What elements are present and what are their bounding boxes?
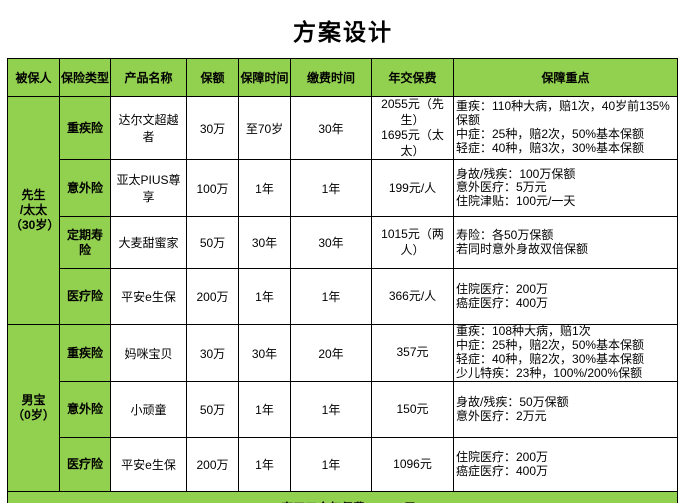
coverage-term-cell: 30年 <box>238 324 291 382</box>
coverage-highlights-cell: 重疾：108种大病，赔1次 中症：25种，赔2次，50%基本保额 轻症：40种，… <box>453 324 678 382</box>
annual-premium-cell: 1015元（两人） <box>371 216 454 270</box>
product-name-cell: 小顽童 <box>110 381 187 438</box>
coverage-term-cell: 30年 <box>238 216 291 270</box>
insurance-type-cell: 医疗险 <box>59 268 111 326</box>
insured-group-cell: 先生 /太太 （30岁） <box>7 95 60 326</box>
table-row: 定期寿险 大麦甜蜜家 50万 30年 30年 1015元（两人） 寿险：各50万… <box>8 216 678 270</box>
table-row: 先生 /太太 （30岁） 重疾险 达尔文超越者 30万 至70岁 30年 205… <box>7 95 678 326</box>
table-row: 意外险 小顽童 50万 1年 1年 150元 身故/残疾：50万保额 意外医疗：… <box>8 381 678 438</box>
total-premium-cell: 一家三口全年保费：7498元 <box>7 491 678 503</box>
coverage-term-cell: 1年 <box>238 268 291 326</box>
annual-premium-cell: 357元 <box>371 324 454 382</box>
insurance-type-cell: 医疗险 <box>59 437 111 492</box>
coverage-highlights-cell: 住院医疗：200万 癌症医疗：400万 <box>453 268 678 326</box>
coverage-amount-cell: 200万 <box>186 268 239 326</box>
table-header-row: 被保人 保险类型 产品名称 保额 保障时间 缴费时间 年交保费 保障重点 <box>7 58 678 97</box>
header-insured: 被保人 <box>7 58 60 97</box>
product-name-cell: 亚太PIUS尊享 <box>110 159 187 218</box>
payment-term-cell: 1年 <box>290 268 372 326</box>
table-row: 男宝 （0岁） 重疾险 妈咪宝贝 30万 30年 20年 357元 重疾：108… <box>7 324 678 492</box>
insurance-type-cell: 意外险 <box>59 381 111 438</box>
table-footer-row: 一家三口全年保费：7498元 <box>7 491 678 503</box>
annual-premium-cell: 1096元 <box>371 437 454 492</box>
header-insurance-type: 保险类型 <box>59 58 111 97</box>
coverage-amount-cell: 30万 <box>186 95 239 161</box>
coverage-highlights-cell: 身故/残疾：100万保额 意外医疗：5万元 住院津贴：100元/一天 <box>453 159 678 218</box>
header-coverage-amount: 保额 <box>186 58 239 97</box>
coverage-highlights-cell: 身故/残疾：50万保额 意外医疗：2万元 <box>453 381 678 438</box>
coverage-amount-cell: 30万 <box>186 324 239 382</box>
coverage-amount-cell: 200万 <box>186 437 239 492</box>
payment-term-cell: 1年 <box>290 159 372 218</box>
coverage-highlights-cell: 重疾：110种大病，赔1次，40岁前135%保额 中症：25种，赔2次，50%基… <box>453 95 678 161</box>
product-name-cell: 妈咪宝贝 <box>110 324 187 382</box>
annual-premium-cell: 150元 <box>371 381 454 438</box>
page-title: 方案设计 <box>293 19 393 45</box>
insurance-type-cell: 重疾险 <box>59 95 111 161</box>
coverage-amount-cell: 50万 <box>186 381 239 438</box>
payment-term-cell: 30年 <box>290 95 372 161</box>
product-name-cell: 平安e生保 <box>110 268 187 326</box>
coverage-term-cell: 1年 <box>238 437 291 492</box>
header-coverage-highlights: 保障重点 <box>453 58 678 97</box>
insurance-type-cell: 意外险 <box>59 159 111 218</box>
payment-term-cell: 1年 <box>290 437 372 492</box>
insured-group-cell: 男宝 （0岁） <box>7 324 60 492</box>
payment-term-cell: 30年 <box>290 216 372 270</box>
insurance-type-cell: 重疾险 <box>59 324 111 382</box>
coverage-term-cell: 1年 <box>238 159 291 218</box>
insurance-plan-table: 被保人 保险类型 产品名称 保额 保障时间 缴费时间 年交保费 保障重点 先生 … <box>7 58 678 503</box>
table-row: 医疗险 平安e生保 200万 1年 1年 366元/人 住院医疗：200万 癌症… <box>8 268 678 326</box>
product-name-cell: 平安e生保 <box>110 437 187 492</box>
product-name-cell: 大麦甜蜜家 <box>110 216 187 270</box>
insurance-type-cell: 定期寿险 <box>59 216 111 270</box>
annual-premium-cell: 366元/人 <box>371 268 454 326</box>
coverage-highlights-cell: 住院医疗：200万 癌症医疗：400万 <box>453 437 678 492</box>
header-payment-term: 缴费时间 <box>290 58 372 97</box>
annual-premium-cell: 2055元（先生） 1695元（太太） <box>371 95 454 161</box>
header-coverage-term: 保障时间 <box>238 58 291 97</box>
coverage-term-cell: 1年 <box>238 381 291 438</box>
annual-premium-cell: 199元/人 <box>371 159 454 218</box>
table-row: 医疗险 平安e生保 200万 1年 1年 1096元 住院医疗：200万 癌症医… <box>8 437 678 492</box>
header-annual-premium: 年交保费 <box>371 58 454 97</box>
payment-term-cell: 20年 <box>290 324 372 382</box>
coverage-amount-cell: 100万 <box>186 159 239 218</box>
coverage-highlights-cell: 寿险：各50万保额 若同时意外身故双倍保额 <box>453 216 678 270</box>
coverage-amount-cell: 50万 <box>186 216 239 270</box>
table-row: 意外险 亚太PIUS尊享 100万 1年 1年 199元/人 身故/残疾：100… <box>8 159 678 218</box>
coverage-term-cell: 至70岁 <box>238 95 291 161</box>
header-product-name: 产品名称 <box>110 58 187 97</box>
product-name-cell: 达尔文超越者 <box>110 95 187 161</box>
payment-term-cell: 1年 <box>290 381 372 438</box>
